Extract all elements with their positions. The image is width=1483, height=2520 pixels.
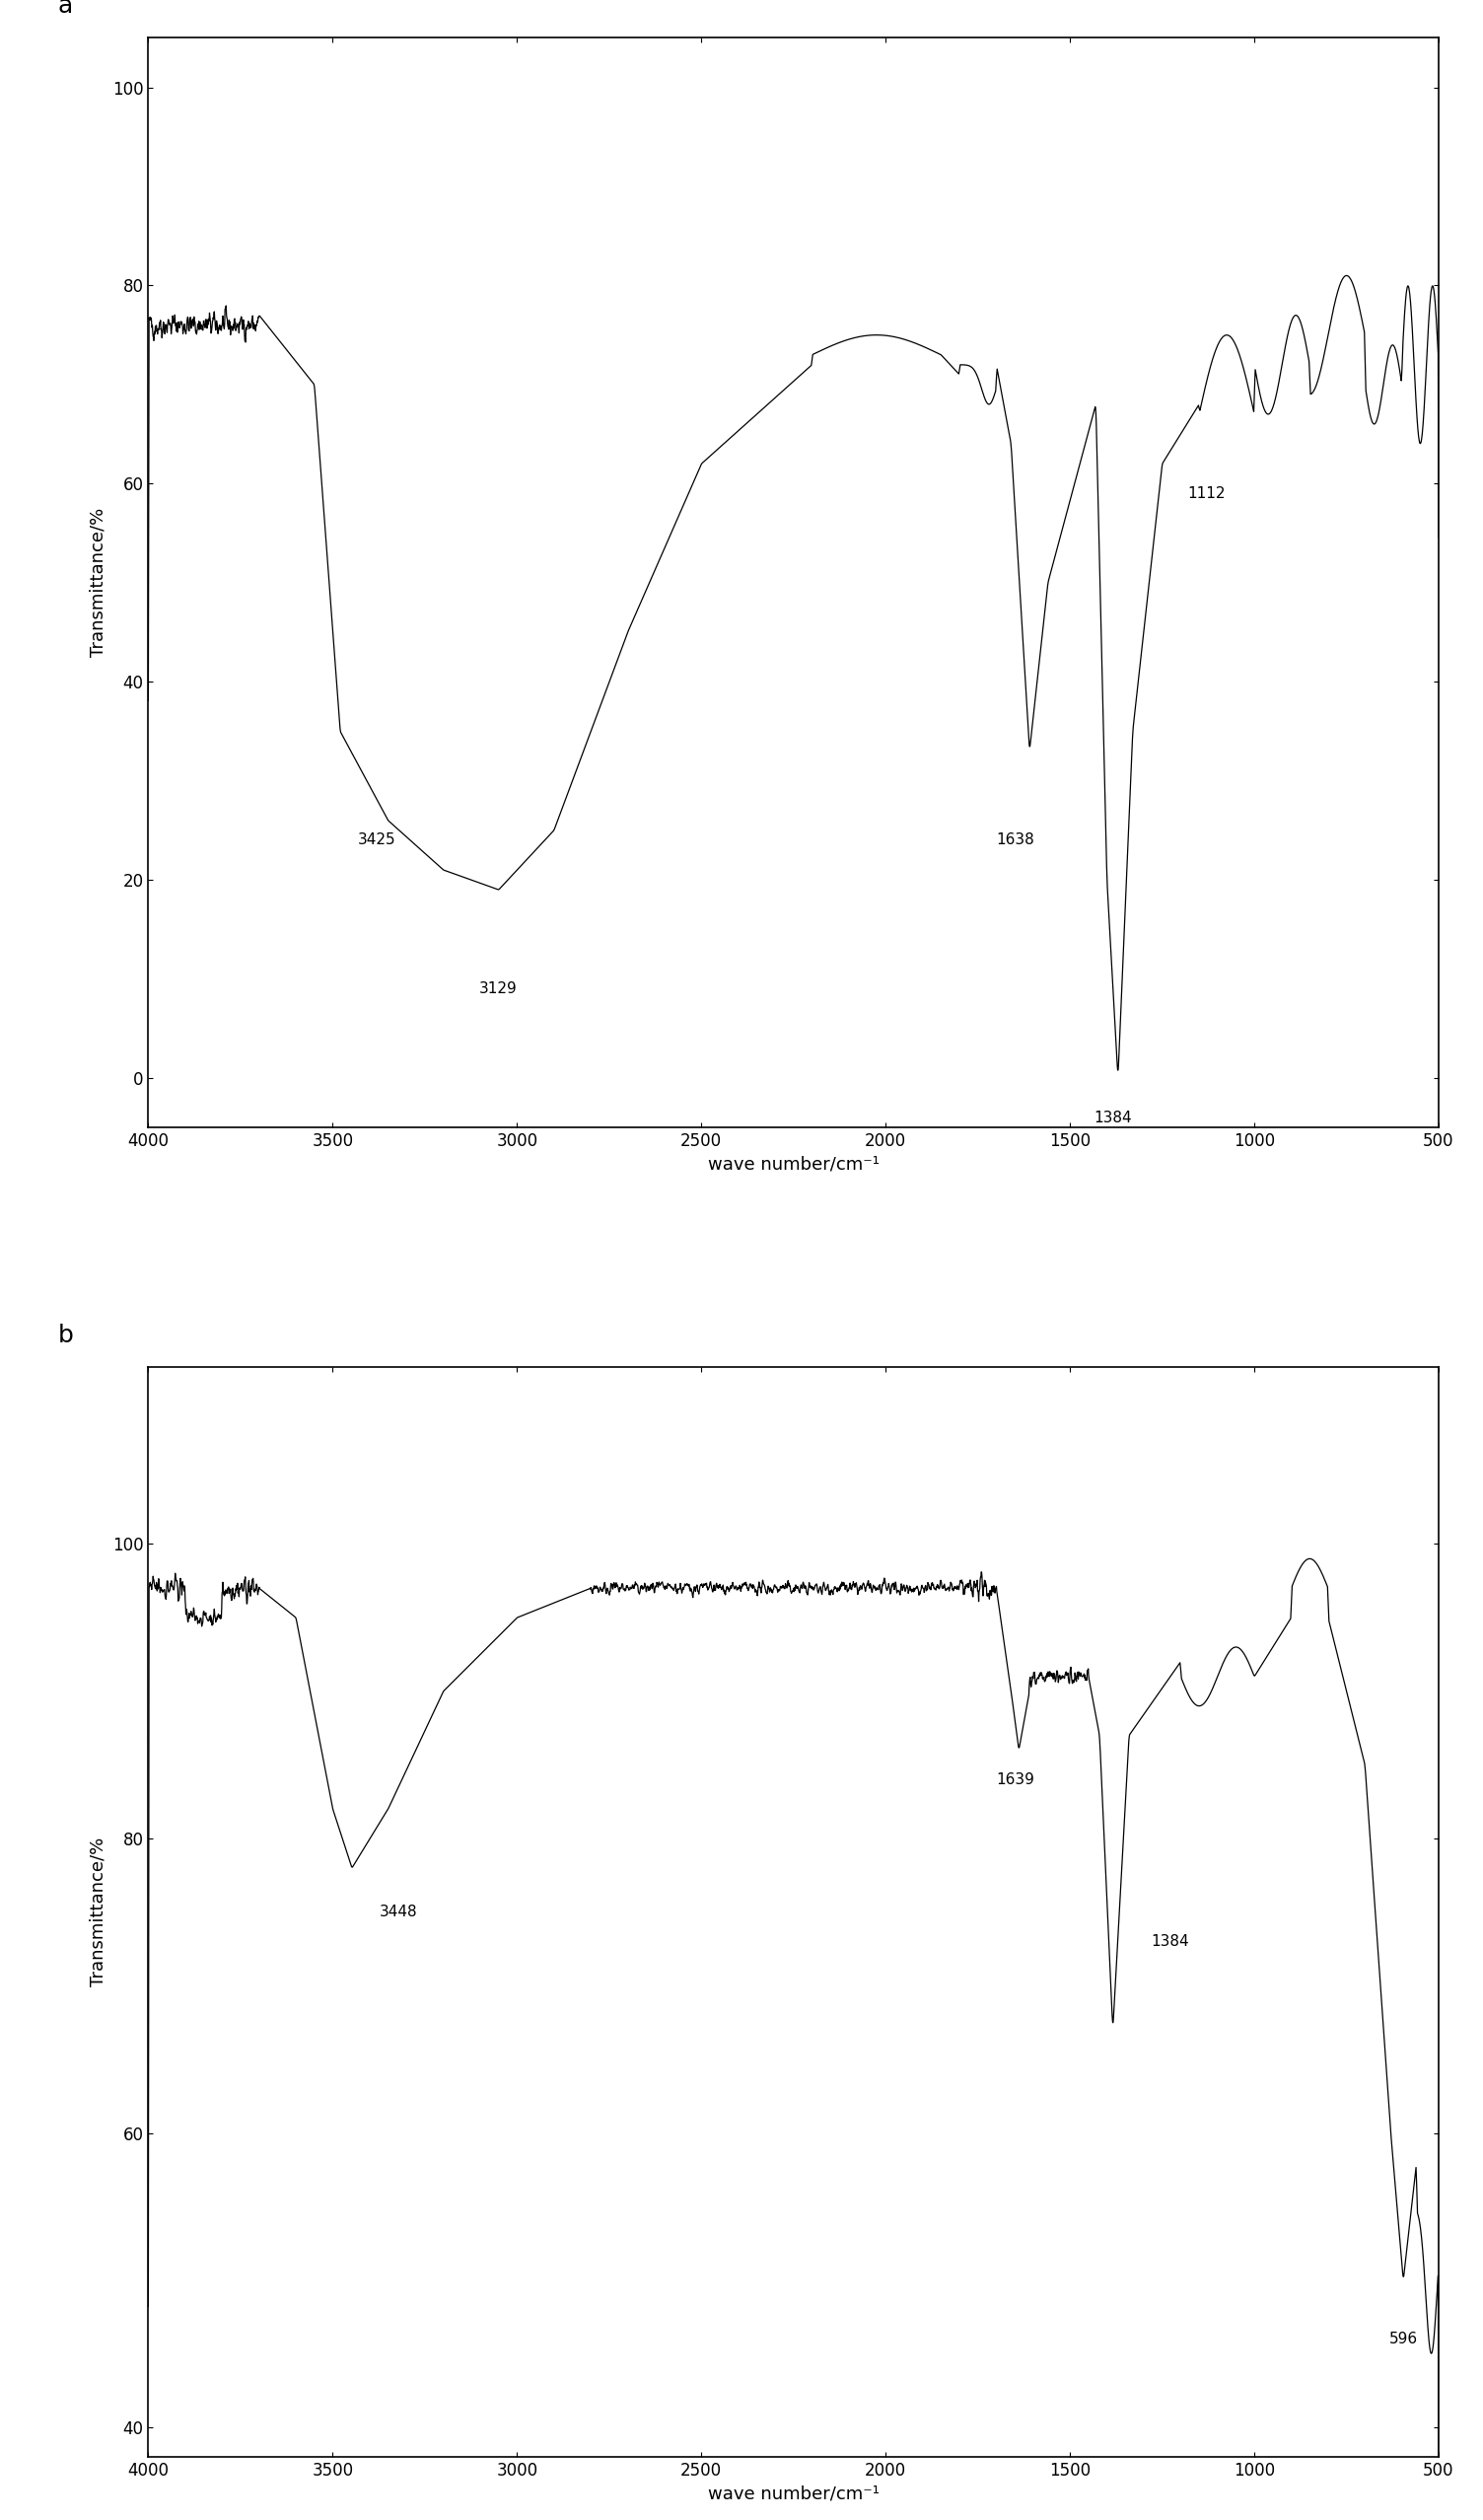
Text: 1639: 1639 xyxy=(997,1772,1035,1787)
Text: 1638: 1638 xyxy=(997,832,1034,847)
Text: 596: 596 xyxy=(1388,2331,1418,2346)
Y-axis label: Transmittance/%: Transmittance/% xyxy=(89,509,107,658)
Text: 1384: 1384 xyxy=(1093,1111,1132,1124)
Y-axis label: Transmittance/%: Transmittance/% xyxy=(89,1837,107,1986)
Text: 3129: 3129 xyxy=(479,980,518,995)
Text: a: a xyxy=(58,0,73,18)
Text: 1384: 1384 xyxy=(1151,1935,1189,1948)
Text: 1112: 1112 xyxy=(1188,486,1226,501)
Text: b: b xyxy=(58,1323,74,1348)
Text: 3448: 3448 xyxy=(380,1905,418,1920)
X-axis label: wave number/cm⁻¹: wave number/cm⁻¹ xyxy=(707,2485,879,2502)
Text: 3425: 3425 xyxy=(357,832,396,847)
X-axis label: wave number/cm⁻¹: wave number/cm⁻¹ xyxy=(707,1157,879,1174)
